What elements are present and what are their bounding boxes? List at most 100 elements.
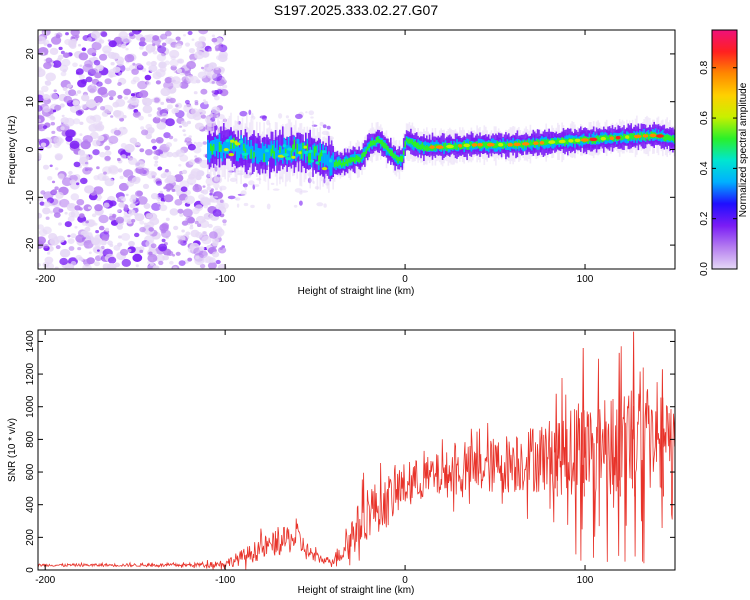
ridge-cell <box>319 152 321 161</box>
noise-blob <box>310 116 314 119</box>
ridge-cell <box>251 145 254 164</box>
ridge-peak <box>486 142 495 147</box>
ridge-cell <box>302 142 304 149</box>
ridge-cell <box>379 139 382 145</box>
noise-blob <box>319 121 324 127</box>
noise-blob <box>143 203 151 209</box>
ridge-peak <box>615 135 621 140</box>
noise-blob <box>125 193 129 197</box>
noise-blob <box>66 83 73 89</box>
noise-blob <box>91 41 102 51</box>
ridge-cell <box>211 145 214 155</box>
noise-blob <box>155 180 163 186</box>
noise-blob <box>68 170 73 175</box>
ridge-peak <box>429 145 435 149</box>
noise-blob <box>116 198 122 203</box>
noise-blob <box>148 64 158 73</box>
ridge-cell <box>247 140 250 155</box>
ridge-cell <box>233 137 235 149</box>
ridge-cell <box>300 149 303 159</box>
noise-blob <box>202 141 207 145</box>
noise-blob <box>181 229 185 233</box>
noise-blob <box>183 133 187 137</box>
ridge-cell <box>227 138 229 155</box>
noise-blob <box>212 251 220 258</box>
noise-blob <box>149 262 154 266</box>
noise-blob <box>188 173 196 180</box>
ridge-cell <box>208 142 211 163</box>
ridge-peak <box>574 138 581 143</box>
noise-blob <box>93 186 104 195</box>
noise-blob <box>123 96 129 100</box>
ridge-cell <box>270 144 273 173</box>
noise-blob <box>193 91 198 95</box>
noise-blob <box>326 125 331 130</box>
spectrogram-xlabel: Height of straight line (km) <box>298 286 415 297</box>
noise-blob <box>152 145 157 150</box>
noise-blob <box>135 190 143 197</box>
ridge-cell <box>296 143 298 154</box>
noise-blob <box>159 204 168 212</box>
noise-blob <box>38 154 42 160</box>
noise-blob <box>43 164 49 170</box>
noise-blob <box>51 130 56 134</box>
noise-blob <box>85 99 97 109</box>
noise-blob <box>97 102 101 105</box>
ridge-cell <box>522 142 524 149</box>
noise-blob <box>142 105 153 114</box>
noise-blob <box>72 62 78 68</box>
noise-blob <box>215 187 218 191</box>
noise-blob <box>205 256 214 264</box>
noise-blob <box>131 176 141 185</box>
noise-blob <box>184 99 190 105</box>
noise-blob <box>157 166 163 171</box>
noise-blob <box>199 220 210 228</box>
ridge-cell <box>633 133 635 139</box>
noise-blob <box>254 184 260 187</box>
noise-blob <box>64 221 72 228</box>
x-tick-label: -200 <box>35 274 55 285</box>
ridge-cell <box>345 158 347 164</box>
ridge-cell <box>250 149 252 159</box>
noise-blob <box>120 154 127 160</box>
noise-blob <box>69 140 80 149</box>
noise-blob <box>108 40 117 48</box>
noise-blob <box>94 261 100 267</box>
x-tick-label: -100 <box>215 575 235 586</box>
ridge-peak <box>264 149 269 153</box>
noise-blob <box>190 224 194 227</box>
ridge-cell <box>235 145 238 161</box>
noise-blob <box>74 205 81 211</box>
ridge-cell <box>243 143 245 160</box>
noise-blob <box>50 116 55 120</box>
noise-blob <box>38 118 41 123</box>
ridge-cell <box>210 143 212 151</box>
noise-blob <box>70 193 80 201</box>
noise-blob <box>87 84 98 93</box>
ridge-peak <box>315 161 319 165</box>
ridge-cell <box>259 148 261 162</box>
ridge-cell <box>318 155 320 166</box>
ridge-cell <box>326 154 329 167</box>
noise-blob <box>183 34 186 37</box>
noise-blob <box>153 155 159 160</box>
noise-blob <box>58 222 62 226</box>
noise-blob <box>158 260 164 266</box>
noise-blob <box>305 111 308 114</box>
noise-blob <box>200 114 206 119</box>
ridge-peak <box>568 139 574 143</box>
noise-blob <box>49 47 59 56</box>
noise-blob <box>293 204 298 208</box>
noise-blob <box>38 146 44 152</box>
noise-blob <box>139 249 144 253</box>
ridge-cell <box>486 142 488 149</box>
y-tick-label: 400 <box>25 496 36 513</box>
noise-blob <box>38 197 44 202</box>
noise-blob <box>158 62 165 68</box>
ridge-cell <box>358 156 360 163</box>
ridge-peak <box>642 134 649 138</box>
noise-blob <box>159 66 167 73</box>
noise-blob <box>95 230 99 234</box>
noise-blob <box>42 125 48 129</box>
ridge-cell <box>220 144 222 152</box>
